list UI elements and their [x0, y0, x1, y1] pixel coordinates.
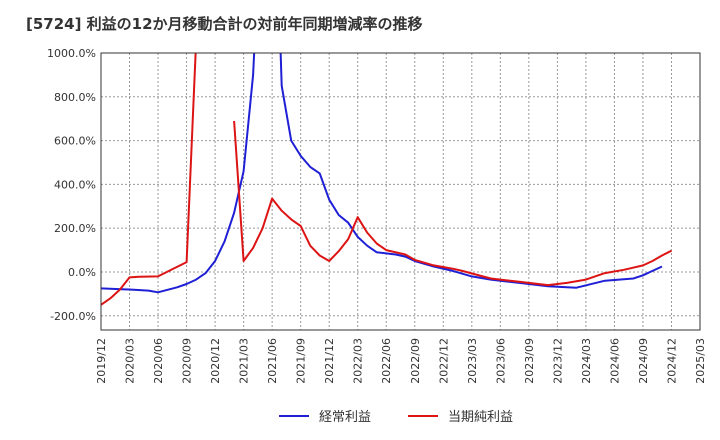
x-tick-label: 2023/12	[551, 338, 564, 384]
grid	[101, 52, 700, 330]
x-tick-label: 2021/12	[323, 338, 336, 384]
y-tick-label: 200.0%	[54, 222, 96, 235]
x-tick-label: 2023/06	[494, 338, 507, 384]
x-tick-label: 2022/09	[409, 338, 422, 384]
legend-item-junrieki: 当期純利益	[408, 406, 513, 425]
x-tick-label: 2022/03	[352, 338, 365, 384]
x-tick-label: 2023/03	[466, 338, 479, 384]
x-tick-label: 2020/12	[209, 338, 222, 384]
x-tick-label: 2020/03	[124, 338, 137, 384]
legend-label-junrieki: 当期純利益	[448, 410, 514, 425]
x-tick-label: 2022/06	[380, 338, 393, 384]
x-tick-label: 2020/06	[152, 338, 165, 384]
y-tick-label: 400.0%	[54, 178, 96, 191]
legend: 経常利益 当期純利益	[0, 406, 720, 426]
y-tick-label: 800.0%	[54, 91, 96, 104]
x-tick-label: 2024/12	[665, 338, 678, 384]
plot-frame	[100, 52, 701, 331]
x-tick-label: 2021/06	[266, 338, 279, 384]
series-line-0	[101, 53, 663, 294]
legend-swatch-keijo	[279, 414, 309, 417]
x-tick-label: 2024/09	[637, 338, 650, 384]
x-tick-label: 2024/06	[608, 338, 621, 384]
x-tick-label: 2021/03	[238, 338, 251, 384]
x-tick-label: 2024/03	[580, 338, 593, 384]
y-tick-label: 1000.0%	[47, 47, 96, 60]
x-tick-label: 2022/12	[437, 338, 450, 384]
legend-label-keijo: 経常利益	[319, 410, 372, 425]
x-tick-label: 2021/09	[295, 338, 308, 384]
x-tick-label: 2019/12	[95, 338, 108, 384]
series-line-1	[233, 120, 672, 287]
series-layer	[101, 53, 672, 306]
y-axis: -200.0% 0.0% 200.0% 400.0% 600.0% 800.0% 1000.…	[47, 47, 96, 323]
series-line-1	[101, 53, 197, 306]
x-tick-label: 2025/03	[694, 338, 707, 384]
y-tick-label: -200.0%	[50, 310, 96, 323]
x-tick-label: 2020/09	[181, 338, 194, 384]
legend-swatch-junrieki	[408, 414, 438, 417]
y-tick-label: 600.0%	[54, 135, 96, 148]
legend-item-keijo: 経常利益	[279, 406, 371, 425]
y-tick-label: 0.0%	[68, 266, 96, 279]
x-tick-label: 2023/09	[523, 338, 536, 384]
x-axis: 2019/12 2020/03 2020/06 2020/09 2020/12 2021/…	[95, 338, 707, 384]
chart-title: [5724] 利益の12か月移動合計の対前年同期増減率の推移	[26, 15, 423, 33]
